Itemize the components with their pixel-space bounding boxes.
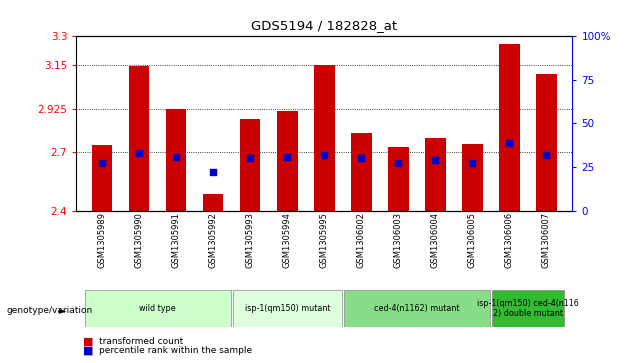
Point — [171, 154, 181, 159]
Point — [134, 150, 144, 156]
Point — [282, 154, 293, 159]
Point — [504, 140, 515, 146]
Text: ►: ► — [59, 305, 67, 315]
Text: genotype/variation: genotype/variation — [6, 306, 93, 315]
Point — [245, 155, 256, 161]
Bar — [536, 74, 556, 211]
Text: ■: ■ — [83, 336, 93, 346]
Point — [393, 160, 403, 166]
Text: ced-4(n1162) mutant: ced-4(n1162) mutant — [374, 304, 460, 313]
Bar — [351, 133, 371, 211]
Bar — [499, 44, 520, 211]
Point — [97, 160, 107, 166]
Text: transformed count: transformed count — [99, 337, 183, 346]
Bar — [129, 66, 149, 211]
Bar — [203, 194, 223, 211]
Text: ■: ■ — [83, 345, 93, 355]
Bar — [233, 290, 342, 327]
Bar — [462, 144, 483, 211]
Bar — [314, 65, 335, 211]
Bar — [425, 138, 446, 211]
Title: GDS5194 / 182828_at: GDS5194 / 182828_at — [251, 19, 398, 32]
Point — [467, 160, 478, 166]
Bar — [85, 290, 231, 327]
Bar — [277, 111, 298, 211]
Text: wild type: wild type — [139, 304, 176, 313]
Bar — [240, 119, 261, 211]
Point — [431, 157, 441, 163]
Text: percentile rank within the sample: percentile rank within the sample — [99, 346, 252, 355]
Bar — [92, 145, 113, 211]
Bar — [492, 290, 564, 327]
Text: isp-1(qm150) mutant: isp-1(qm150) mutant — [245, 304, 330, 313]
Point — [541, 152, 551, 158]
Bar — [344, 290, 490, 327]
Text: isp-1(qm150) ced-4(n116
2) double mutant: isp-1(qm150) ced-4(n116 2) double mutant — [477, 299, 579, 318]
Point — [356, 155, 366, 161]
Point — [319, 152, 329, 158]
Point — [208, 169, 218, 175]
Bar — [166, 109, 186, 211]
Bar — [388, 147, 408, 211]
